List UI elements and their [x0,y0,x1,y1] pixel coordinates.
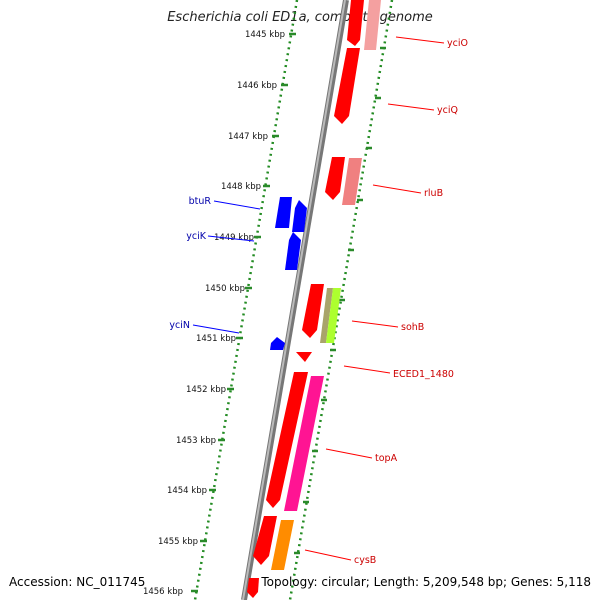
gene-label-yciQ[interactable]: yciQ [437,105,458,116]
gene-btuR-arrow-2[interactable] [292,200,307,232]
tick-label: 1447 kbp [228,132,268,142]
tick-label: 1448 kbp [221,182,261,192]
tick-label: 1452 kbp [186,385,226,395]
gene-label-yciK[interactable]: yciK [186,231,206,242]
gene-label-yciN[interactable]: yciN [169,320,190,331]
leader-btuR [213,200,261,210]
gene-label-lines [192,36,445,561]
map-title: Escherichia coli ED1a, complete genome [167,10,433,25]
gene-ECED1_1480-arrow[interactable] [296,352,312,362]
forward-features [247,0,381,598]
feature-rluB-cds[interactable] [342,158,362,205]
gene-label-yciO[interactable]: yciO [447,38,468,49]
gene-label-cysB[interactable]: cysB [354,555,376,566]
leader-cysB [304,549,352,561]
outer-tick-marks [294,46,386,555]
gene-label-ECED1_1480[interactable]: ECED1_1480 [393,369,454,380]
tick-label: 1453 kbp [176,436,216,446]
tick-label: 1456 kbp [143,587,183,597]
genome-backbone-highlight [242,0,346,600]
gene-yciQ-arrow[interactable] [334,48,360,124]
gene-label-topA[interactable]: topA [375,453,398,464]
reverse-features [270,197,307,350]
leader-yciQ [387,103,435,111]
tick-label: 1455 kbp [158,537,198,547]
feature-cysB-cds[interactable] [271,520,294,570]
leader-topA [325,448,373,459]
tick-label: 1454 kbp [167,486,207,496]
tick-label: 1451 kbp [196,334,236,344]
leader-yciO [395,36,445,44]
gene-yciN-arrow[interactable] [270,337,285,350]
feature-sohB-lime[interactable] [326,288,341,343]
gene-label-rluB[interactable]: rluB [424,188,443,199]
tick-label: 1445 kbp [245,30,285,40]
leader-rluB [372,184,422,194]
accession-text: Accession: NC_011745 [9,575,146,589]
gene-topA-arrow[interactable] [266,372,308,508]
gene-rluB-arrow[interactable] [325,157,345,200]
gene-sohB-arrow[interactable] [302,284,324,338]
gene-partial-arrow[interactable] [247,578,259,598]
gene-yciO-arrow[interactable] [347,0,364,46]
tick-label: 1450 kbp [205,284,245,294]
tick-label: 1446 kbp [237,81,277,91]
feature-topA-cds[interactable] [284,376,324,511]
feature-sohB-olive[interactable] [320,288,333,343]
gene-label-sohB[interactable]: sohB [401,322,424,333]
tick-marks [191,32,296,593]
topology-text: Topology: circular; Length: 5,209,548 bp… [261,575,591,589]
gene-labels: yciO yciQ rluB btuR yciK sohB yciN ECED1… [169,38,468,566]
gene-btuR-arrow[interactable] [275,197,292,228]
gene-yciK-arrow[interactable] [285,232,301,270]
leader-yciN [192,324,240,334]
tick-label: 1449 kbp [214,233,254,243]
gene-cysB-arrow[interactable] [253,516,277,565]
tick-labels: 1445 kbp 1446 kbp 1447 kbp 1448 kbp 1449… [143,30,285,597]
leader-ECED1_1480 [343,365,391,374]
leader-sohB [351,320,399,328]
leader-yciK [207,235,255,242]
gene-label-btuR[interactable]: btuR [189,196,212,207]
feature-yciO-cds[interactable] [364,0,381,50]
